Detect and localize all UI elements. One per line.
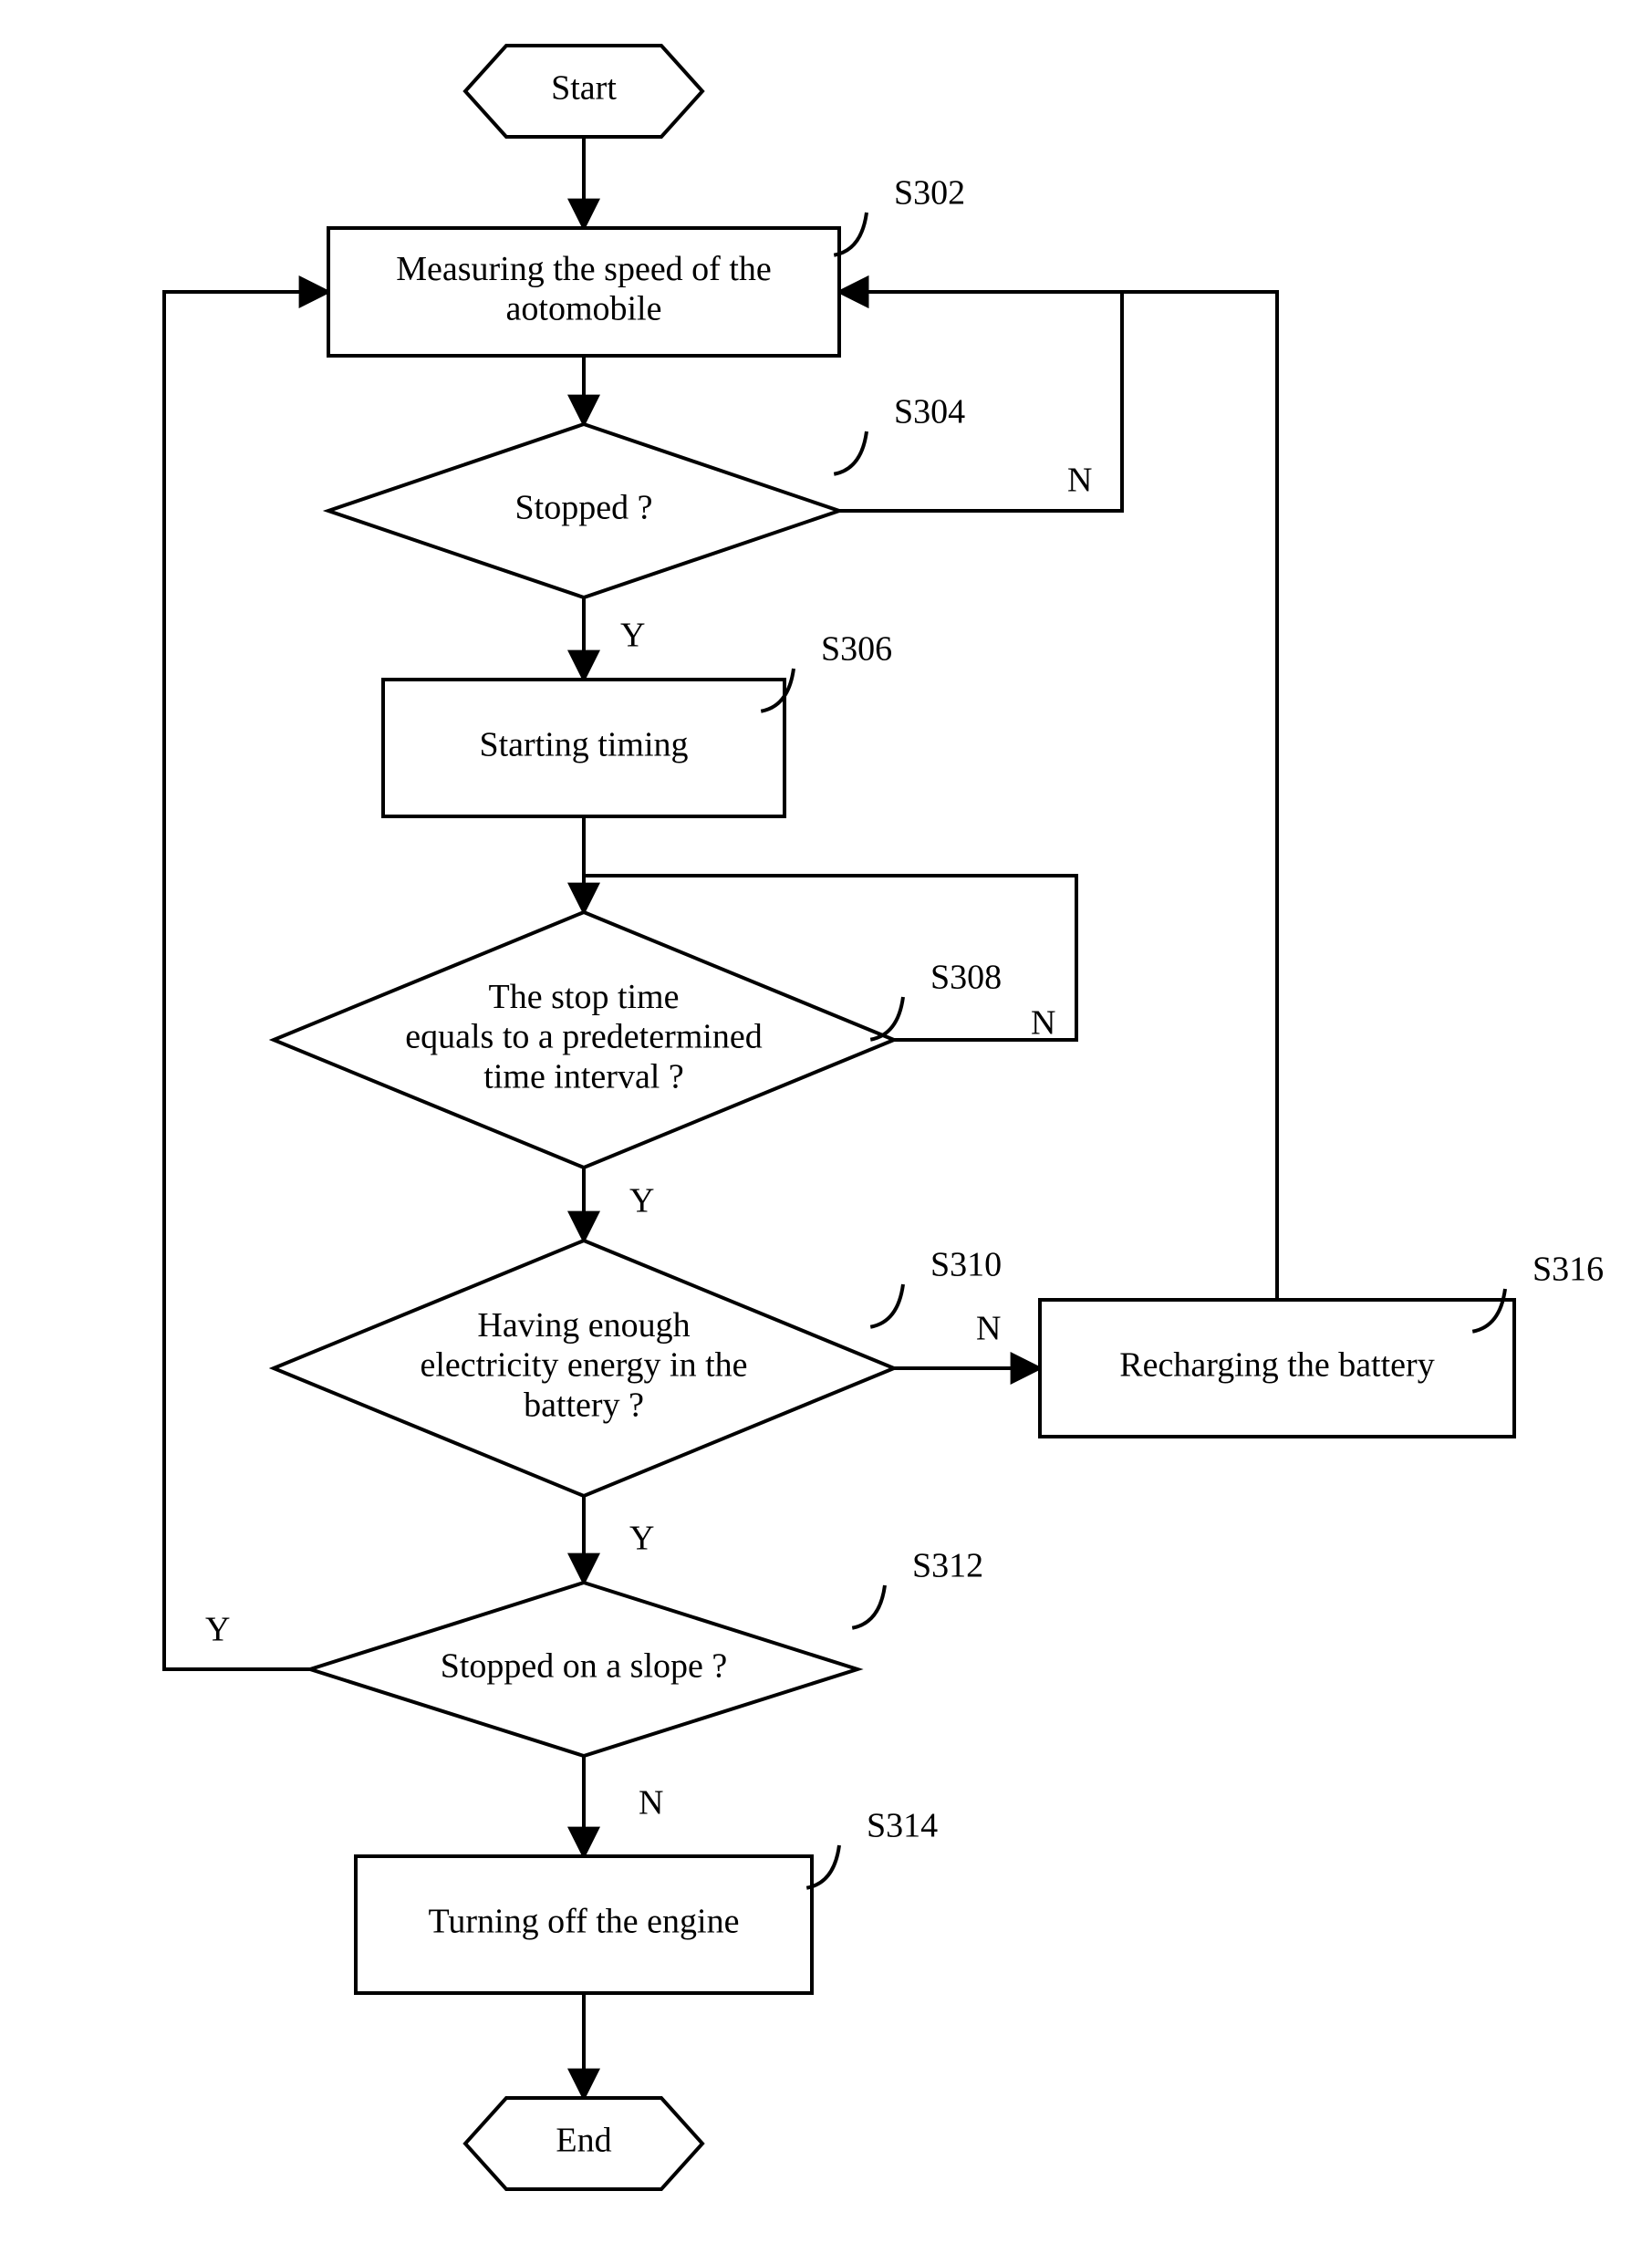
- node-s312: Stopped on a slope ? S312: [310, 1547, 983, 1756]
- edge-label: N: [1031, 1004, 1055, 1043]
- edge: [164, 292, 328, 1669]
- step-label: S314: [867, 1807, 938, 1845]
- node-text: Starting timing: [479, 726, 688, 764]
- node-text: End: [556, 2122, 611, 2160]
- node-text: equals to a predetermined: [405, 1018, 762, 1056]
- node-start: Start: [465, 46, 702, 137]
- node-s316: Recharging the battery S316: [1040, 1251, 1604, 1437]
- step-label: S312: [912, 1547, 983, 1585]
- nodes: Start Measuring the speed of theaotomobil…: [274, 46, 1604, 2189]
- node-s310: Having enoughelectricity energy in theba…: [274, 1241, 1002, 1496]
- node-text: battery ?: [524, 1386, 644, 1424]
- edge: [839, 292, 1277, 1300]
- step-label: S308: [930, 959, 1002, 997]
- edge-label: Y: [205, 1611, 230, 1649]
- node-s302: Measuring the speed of theaotomobile S302: [328, 174, 965, 356]
- edge-label: Y: [620, 617, 645, 655]
- step-leader: [852, 1585, 885, 1628]
- node-end: End: [465, 2098, 702, 2189]
- edge-label: N: [976, 1310, 1001, 1348]
- node-text: Stopped ?: [515, 489, 653, 527]
- node-text: Having enough: [477, 1306, 690, 1345]
- step-leader: [870, 1284, 903, 1327]
- edge-label: Y: [629, 1182, 654, 1220]
- node-text: time interval ?: [483, 1057, 683, 1096]
- node-text: Turning off the engine: [429, 1903, 740, 1941]
- node-s306: Starting timing S306: [383, 630, 892, 816]
- step-label: S310: [930, 1246, 1002, 1284]
- step-label: S316: [1533, 1251, 1604, 1289]
- node-text: Recharging the battery: [1119, 1346, 1434, 1385]
- node-s314: Turning off the engine S314: [356, 1807, 938, 1993]
- edges: Y Y Y N N N N Y: [164, 137, 1277, 2098]
- node-text: Stopped on a slope ?: [441, 1647, 728, 1686]
- node-text: electricity energy in the: [420, 1346, 747, 1385]
- edge-label: N: [639, 1784, 663, 1822]
- node-text: Measuring the speed of the: [396, 250, 772, 288]
- step-label: S306: [821, 630, 892, 669]
- step-leader: [834, 431, 867, 474]
- node-text: The stop time: [489, 978, 680, 1016]
- step-label: S302: [894, 174, 965, 213]
- node-text: Start: [551, 69, 617, 108]
- node-text: aotomobile: [506, 290, 662, 328]
- engine-stop-flowchart: Y Y Y N N N N Y Start Measuring the speed of thea…: [0, 0, 1652, 2243]
- node-s304: Stopped ? S304: [328, 393, 965, 597]
- step-label: S304: [894, 393, 965, 431]
- edge-label: Y: [629, 1520, 654, 1558]
- edge-label: N: [1067, 462, 1092, 500]
- node-s308: The stop timeequals to a predeterminedti…: [274, 912, 1002, 1168]
